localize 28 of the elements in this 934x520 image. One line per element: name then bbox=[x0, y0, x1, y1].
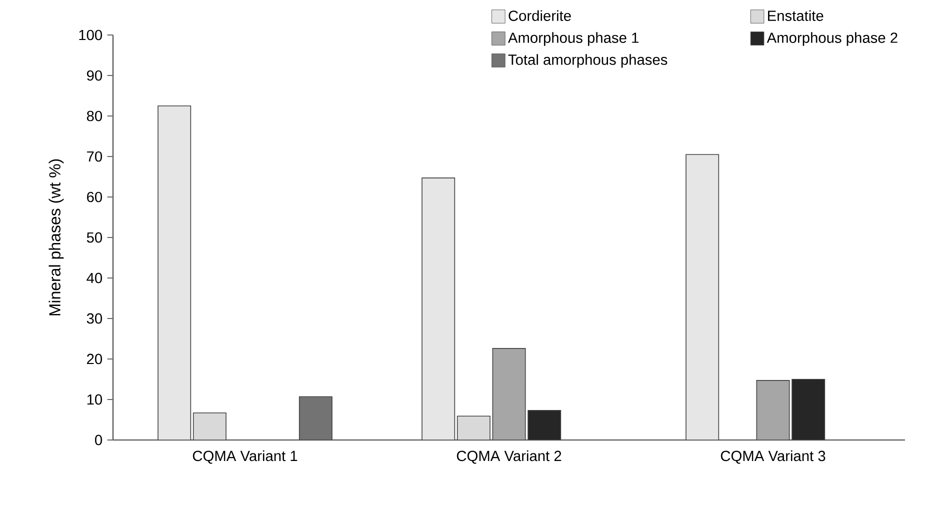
y-tick-label: 20 bbox=[87, 354, 102, 364]
legend-label: Amorphous phase 1 bbox=[508, 32, 638, 46]
y-tick-label: 60 bbox=[87, 192, 102, 202]
bar bbox=[492, 348, 526, 440]
x-tick-label: CQMA Variant 3 bbox=[720, 450, 826, 464]
bar bbox=[158, 105, 192, 440]
legend-label: Total amorphous phases bbox=[508, 54, 668, 68]
bar bbox=[456, 416, 490, 440]
bar bbox=[298, 396, 332, 440]
y-tick-label: 70 bbox=[87, 151, 102, 162]
legend-label: Enstatite bbox=[768, 10, 824, 21]
y-tick-label: 100 bbox=[79, 30, 102, 40]
y-tick-label: 10 bbox=[87, 394, 102, 405]
y-tick-label: 30 bbox=[86, 313, 102, 324]
y-tick-label: 40 bbox=[86, 272, 102, 284]
x-tick-label: CQMA Variant 1 bbox=[192, 450, 298, 464]
y-tick-label: 0 bbox=[95, 434, 102, 446]
y-axis-title: Mineral phases (wt %) bbox=[48, 159, 64, 316]
bar bbox=[756, 380, 790, 440]
x-tick-label: CQMA Variant 2 bbox=[456, 450, 562, 464]
y-tick-label: 90 bbox=[86, 70, 102, 81]
bar bbox=[192, 412, 226, 440]
y-tick-label: 50 bbox=[86, 232, 102, 243]
bar bbox=[422, 178, 456, 440]
legend-label: Amorphous phase 2 bbox=[766, 32, 898, 46]
y-tick-label: 80 bbox=[86, 110, 102, 122]
bar bbox=[686, 154, 720, 440]
legend-label: Cordierite bbox=[508, 10, 571, 21]
